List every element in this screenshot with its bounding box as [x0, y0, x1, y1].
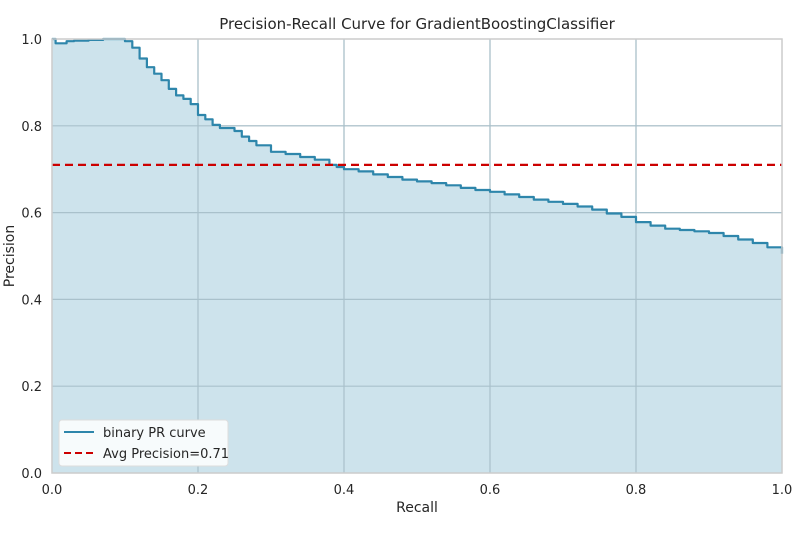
x-tick-label: 0.2: [188, 483, 209, 498]
x-axis-label: Recall: [396, 500, 438, 516]
x-tick-label: 0.4: [334, 483, 355, 498]
y-tick-label: 0.0: [21, 467, 42, 482]
pr-curve-area: [52, 39, 782, 473]
legend-label-avg-precision: Avg Precision=0.71: [103, 447, 229, 462]
y-tick-label: 0.4: [21, 293, 42, 308]
x-tick-label: 0.0: [42, 483, 63, 498]
y-tick-label: 0.6: [21, 207, 42, 222]
legend-box: [58, 419, 229, 467]
legend-label-pr-curve: binary PR curve: [103, 426, 206, 441]
x-tick-label: 1.0: [772, 483, 793, 498]
y-tick-label: 0.2: [21, 380, 42, 395]
chart-title: Precision-Recall Curve for GradientBoost…: [219, 15, 615, 33]
legend: binary PR curve Avg Precision=0.71: [58, 419, 229, 467]
plot-frame: [51, 38, 783, 474]
series-layer: [52, 37, 784, 254]
tick-labels: 0.0 0.2 0.4 0.6 0.8 1.0 0.0 0.2 0.4 0.6 0.8 1.0: [21, 33, 792, 498]
area-fill-layer: [52, 39, 782, 473]
y-tick-label: 0.8: [21, 120, 42, 135]
x-tick-label: 0.8: [626, 483, 647, 498]
pr-curve-line: [52, 37, 784, 254]
y-tick-label: 1.0: [21, 33, 42, 48]
x-tick-label: 0.6: [480, 483, 501, 498]
y-axis-label: Precision: [2, 225, 18, 287]
